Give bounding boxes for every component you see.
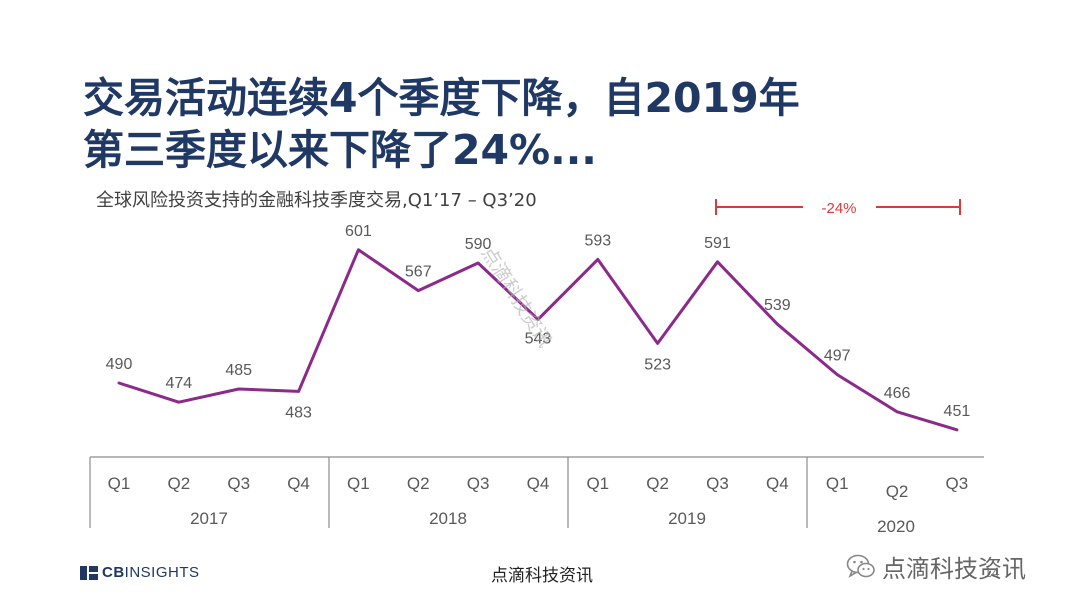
x-year-label: 2019 bbox=[668, 509, 706, 528]
data-label: 591 bbox=[704, 235, 731, 252]
wechat-account: 点滴科技资讯 bbox=[846, 549, 1026, 584]
data-label: 539 bbox=[764, 297, 791, 314]
x-tick-label: Q2 bbox=[168, 474, 191, 493]
x-tick-label: Q2 bbox=[407, 474, 430, 493]
data-label: 593 bbox=[584, 232, 611, 249]
x-tick-label: Q3 bbox=[227, 474, 250, 493]
x-tick-label: Q3 bbox=[946, 474, 969, 493]
cbinsights-logo-text: CBINSIGHTS bbox=[102, 564, 200, 581]
page-title: 交易活动连续4个季度下降，自2019年 第三季度以来下降了24%... bbox=[83, 72, 983, 176]
x-tick-label: Q1 bbox=[826, 474, 849, 493]
cbinsights-logo-icon bbox=[80, 565, 98, 580]
x-tick-label: Q1 bbox=[586, 474, 609, 493]
footer-source: 点滴科技资讯 bbox=[491, 566, 593, 586]
x-tick-label: Q1 bbox=[108, 474, 131, 493]
wechat-account-name: 点滴科技资讯 bbox=[882, 555, 1026, 583]
data-label: 451 bbox=[944, 403, 971, 420]
x-tick-label: Q1 bbox=[347, 474, 370, 493]
x-tick-label: Q3 bbox=[467, 474, 490, 493]
x-tick-label: Q2 bbox=[646, 474, 669, 493]
data-label: 490 bbox=[106, 356, 133, 373]
title-line-2: 第三季度以来下降了24%... bbox=[83, 126, 597, 174]
x-year-label: 2017 bbox=[190, 509, 228, 528]
x-year-label: 2018 bbox=[429, 509, 467, 528]
watermark-text: 点滴科技资讯 bbox=[477, 243, 556, 351]
x-tick-label: Q3 bbox=[706, 474, 729, 493]
title-line-1: 交易活动连续4个季度下降，自2019年 bbox=[83, 74, 800, 122]
cbinsights-logo: CBINSIGHTS bbox=[80, 564, 200, 581]
x-tick-label: Q4 bbox=[287, 474, 310, 493]
series-line bbox=[117, 248, 959, 432]
wechat-icon bbox=[846, 554, 875, 578]
data-label: 474 bbox=[165, 375, 192, 392]
data-label: 466 bbox=[884, 385, 911, 402]
x-tick-label: Q4 bbox=[766, 474, 789, 493]
chart-subtitle: 全球风险投资支持的金融科技季度交易,Q1’17 – Q3’20 bbox=[96, 190, 537, 211]
data-label: 483 bbox=[285, 404, 312, 421]
x-year-label: 2020 bbox=[877, 517, 915, 536]
data-label: 601 bbox=[345, 223, 372, 240]
data-label: 590 bbox=[465, 236, 492, 253]
x-tick-label: Q4 bbox=[527, 474, 550, 493]
data-label: 567 bbox=[405, 264, 432, 281]
data-label: 497 bbox=[824, 348, 851, 365]
data-label: 543 bbox=[525, 330, 552, 347]
data-label: 485 bbox=[225, 362, 252, 379]
x-tick-label: Q2 bbox=[886, 482, 909, 501]
data-label: 523 bbox=[644, 356, 671, 373]
page-number: 14 bbox=[984, 564, 1000, 580]
decline-label: -24% bbox=[821, 200, 856, 217]
